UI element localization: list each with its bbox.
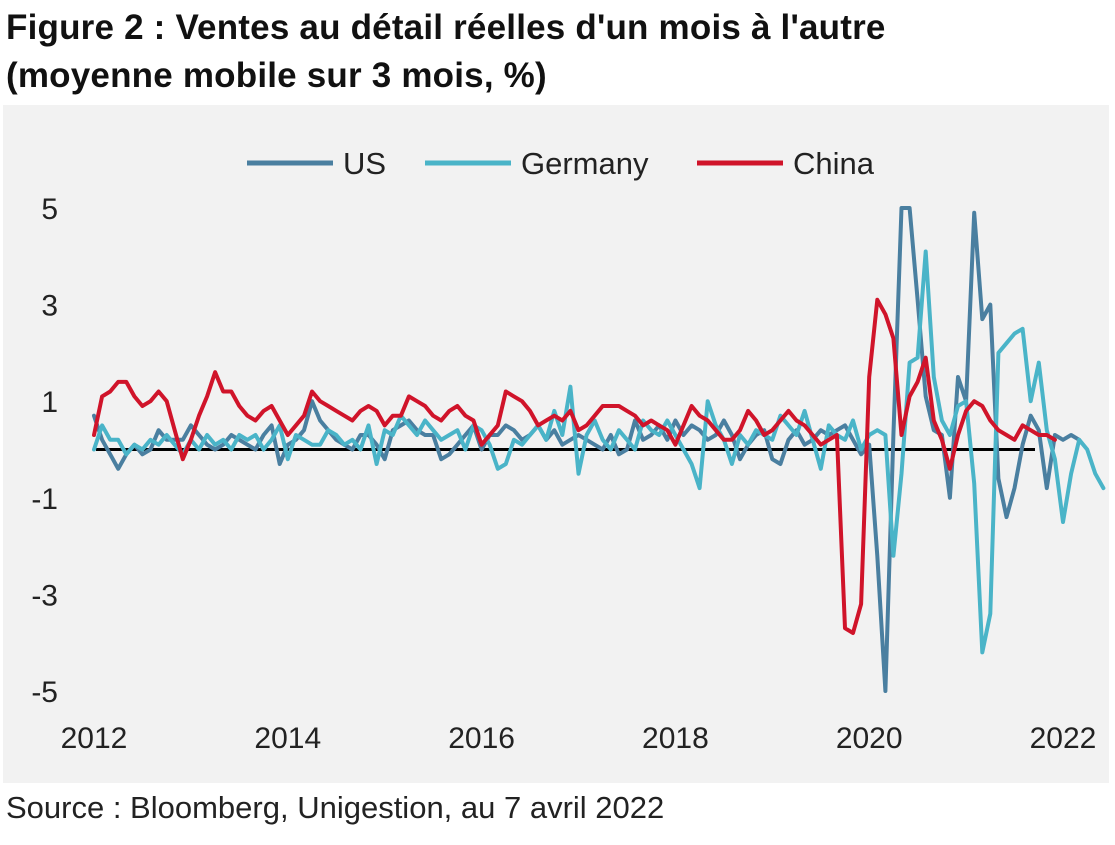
source-note: Source : Bloomberg, Unigestion, au 7 avr…: [6, 790, 665, 825]
chart-title-line-2: (moyenne mobile sur 3 mois, %): [6, 56, 547, 95]
y-tick-label: -1: [31, 483, 58, 516]
x-tick-label: 2020: [836, 722, 903, 755]
x-tick-label: 2014: [254, 722, 321, 755]
y-tick-label: 3: [41, 290, 58, 323]
x-tick-label: 2016: [448, 722, 515, 755]
y-tick-label: -3: [31, 579, 58, 612]
x-tick-label: 2018: [642, 722, 709, 755]
legend-label-us: US: [343, 146, 386, 181]
y-tick-label: 5: [41, 193, 58, 226]
y-tick-label: 1: [41, 386, 58, 419]
chart-title-line-1: Figure 2 : Ventes au détail réelles d'un…: [6, 8, 886, 47]
x-tick-label: 2012: [61, 722, 128, 755]
y-tick-label: -5: [31, 676, 58, 709]
series-line-germany: [92, 249, 1106, 655]
legend-label-germany: Germany: [521, 146, 649, 181]
x-tick-label: 2022: [1030, 722, 1097, 755]
legend-label-china: China: [793, 146, 875, 181]
series-line-china: [92, 297, 1057, 635]
chart-title: Figure 2 : Ventes au détail réelles d'un…: [6, 4, 1106, 100]
